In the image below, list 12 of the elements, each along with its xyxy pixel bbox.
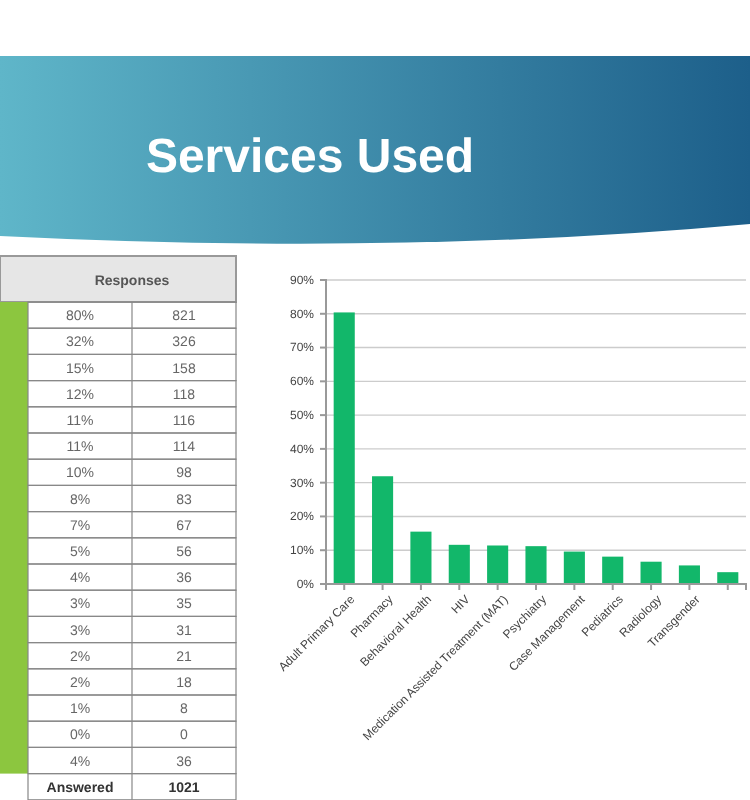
bar — [410, 531, 432, 584]
bar — [717, 572, 739, 584]
chart-title: Services Used — [145, 130, 475, 184]
bar — [678, 565, 700, 584]
bar — [487, 545, 509, 584]
bar — [640, 561, 662, 584]
bar — [525, 546, 547, 584]
bar — [372, 476, 394, 584]
bar — [333, 312, 355, 584]
bar — [448, 544, 470, 584]
bar — [602, 556, 624, 584]
bar — [563, 551, 585, 584]
